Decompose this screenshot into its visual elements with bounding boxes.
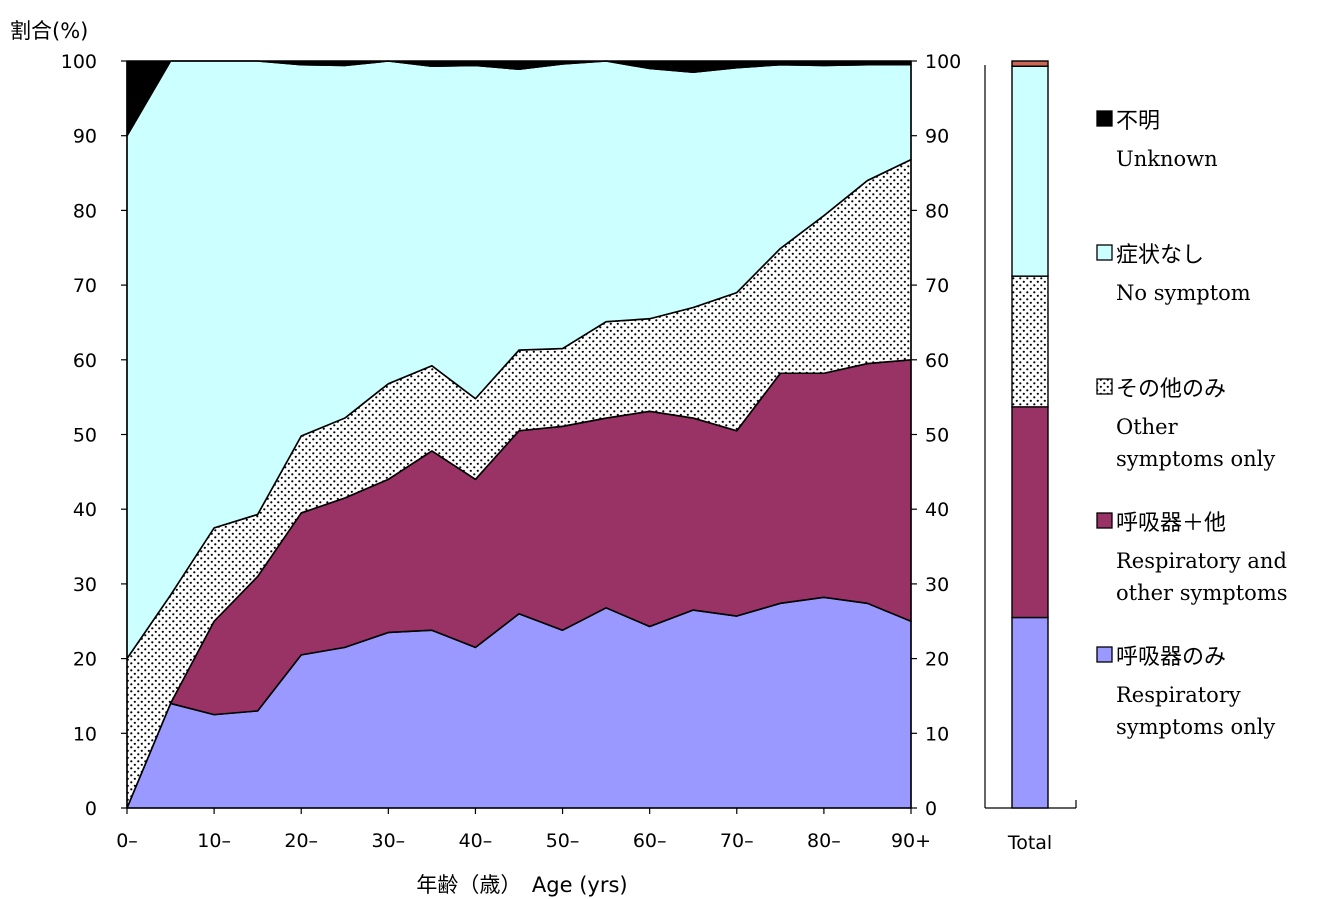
y-tick-label-left: 50 — [73, 425, 97, 447]
legend-swatch-3 — [1096, 378, 1113, 395]
y-tick-label-right: 10 — [925, 723, 949, 745]
y-tick-label-left: 40 — [73, 499, 97, 521]
x-tick-label: 80– — [807, 830, 841, 852]
x-tick-label: 90+ — [891, 830, 931, 852]
legend-swatch-2 — [1096, 244, 1113, 261]
legend-label-jp: 症状なし — [1116, 243, 1204, 268]
total-segment-4 — [1011, 65, 1049, 277]
legend-label-jp: 呼吸器＋他 — [1116, 511, 1226, 536]
x-tick-label: 10– — [197, 830, 231, 852]
legend-label-en: Respiratory and — [1116, 549, 1287, 573]
x-tick-label: 60– — [633, 830, 667, 852]
area-layers — [126, 60, 912, 809]
y-tick-label-left: 90 — [73, 126, 97, 148]
legend-label-en: symptoms only — [1116, 715, 1275, 739]
y-tick-label-right: 50 — [925, 425, 949, 447]
x-tick-label: 70– — [720, 830, 754, 852]
y-tick-label-right: 70 — [925, 275, 949, 297]
total-segment-3 — [1011, 275, 1049, 408]
x-tick-label: 0– — [116, 830, 138, 852]
legend-swatch-5 — [1096, 646, 1113, 663]
y-tick-label-right: 20 — [925, 649, 949, 671]
legend-label-en: symptoms only — [1116, 447, 1275, 471]
y-tick-label-left: 60 — [73, 350, 97, 372]
legend-swatch-1 — [1096, 110, 1113, 127]
y-tick-label-right: 100 — [925, 51, 961, 73]
x-tick-label: 50– — [546, 830, 580, 852]
y-tick-label-left: 100 — [61, 51, 97, 73]
y-axis-title: 割合(%) — [10, 19, 88, 43]
legend-swatch-4 — [1096, 512, 1113, 529]
y-tick-label-right: 90 — [925, 126, 949, 148]
legend-label-en: other symptoms — [1116, 581, 1288, 605]
total-label: Total — [1007, 832, 1052, 854]
legend: 不明 Unknown 症状なし No symptom その他のみ Other symptom… — [1096, 109, 1288, 739]
legend-label-jp: その他のみ — [1116, 377, 1226, 402]
y-tick-label-right: 30 — [925, 574, 949, 596]
x-tick-label: 40– — [459, 830, 493, 852]
legend-label-en: No symptom — [1116, 281, 1251, 305]
legend-label-en: Other — [1116, 415, 1179, 439]
x-tick-label: 20– — [284, 830, 318, 852]
x-tick-label: 30– — [371, 830, 405, 852]
x-axis-title: 年齢（歳） Age (yrs) — [416, 873, 627, 897]
axes: 0 0 10 10 20 20 30 30 40 40 50 50 60 60 70 70 80 80 90 90 10… — [61, 51, 962, 852]
total-segment-1 — [1011, 616, 1049, 809]
y-tick-label-left: 20 — [73, 649, 97, 671]
y-tick-label-right: 80 — [925, 200, 949, 222]
legend-label-en: Unknown — [1116, 147, 1218, 171]
legend-label-en: Respiratory — [1116, 683, 1241, 707]
y-tick-label-left: 80 — [73, 200, 97, 222]
total-segment-5 — [1011, 60, 1049, 67]
legend-label-jp: 呼吸器のみ — [1116, 645, 1226, 670]
y-tick-label-left: 30 — [73, 574, 97, 596]
y-tick-label-right: 40 — [925, 499, 949, 521]
total-segment-2 — [1011, 406, 1049, 619]
y-tick-label-left: 0 — [85, 798, 97, 820]
total-bar-panel: Total — [984, 60, 1077, 854]
y-tick-label-right: 0 — [925, 798, 937, 820]
y-tick-label-left: 70 — [73, 275, 97, 297]
y-tick-label-right: 60 — [925, 350, 949, 372]
y-tick-label-left: 10 — [73, 723, 97, 745]
legend-label-jp: 不明 — [1116, 109, 1160, 134]
